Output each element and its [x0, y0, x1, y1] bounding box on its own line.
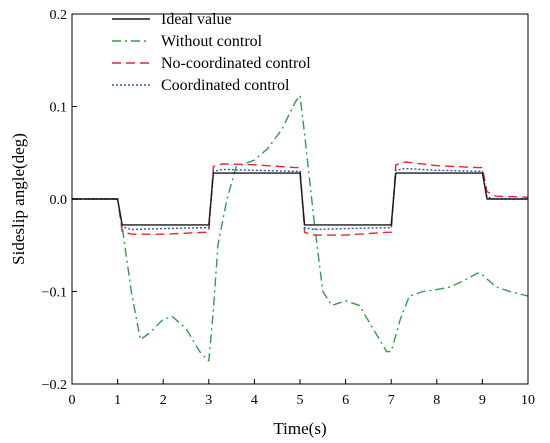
- y-tick-label: 0.0: [50, 193, 68, 208]
- y-tick-label: −0.2: [42, 378, 67, 393]
- series-line-0: [72, 172, 528, 226]
- x-tick-label: 10: [521, 393, 535, 408]
- y-tick-label: 0.2: [50, 8, 68, 23]
- series-line-1: [72, 94, 529, 362]
- series-line-3: [72, 167, 528, 231]
- y-tick-label: 0.1: [50, 101, 68, 116]
- legend-label-1: Without control: [161, 33, 263, 50]
- series-line-2: [72, 161, 529, 236]
- y-axis-title: Sideslip angle(deg): [9, 133, 28, 265]
- x-tick-label: 4: [251, 393, 258, 408]
- y-tick-label: −0.1: [42, 286, 67, 301]
- x-tick-label: 2: [160, 393, 167, 408]
- legend-label-0: Ideal value: [161, 11, 232, 28]
- plot-series: [72, 94, 529, 362]
- legend: Ideal value Without control No-coordinated…: [112, 11, 311, 94]
- x-tick-label: 1: [114, 393, 121, 408]
- legend-label-2: No-coordinated control: [161, 55, 311, 72]
- x-tick-label: 3: [205, 393, 212, 408]
- x-axis-title: Time(s): [273, 419, 326, 438]
- y-axis: −0.2 −0.1 0.0 0.1 0.2: [42, 8, 77, 393]
- x-tick-label: 5: [297, 393, 304, 408]
- x-tick-label: 6: [342, 393, 349, 408]
- x-axis: 0 1 2 3 4 5 6 7 8 9 10: [69, 379, 535, 408]
- x-tick-label: 0: [69, 393, 76, 408]
- legend-label-3: Coordinated control: [161, 77, 290, 94]
- x-tick-label: 8: [433, 393, 440, 408]
- x-tick-label: 9: [479, 393, 486, 408]
- x-tick-label: 7: [388, 393, 395, 408]
